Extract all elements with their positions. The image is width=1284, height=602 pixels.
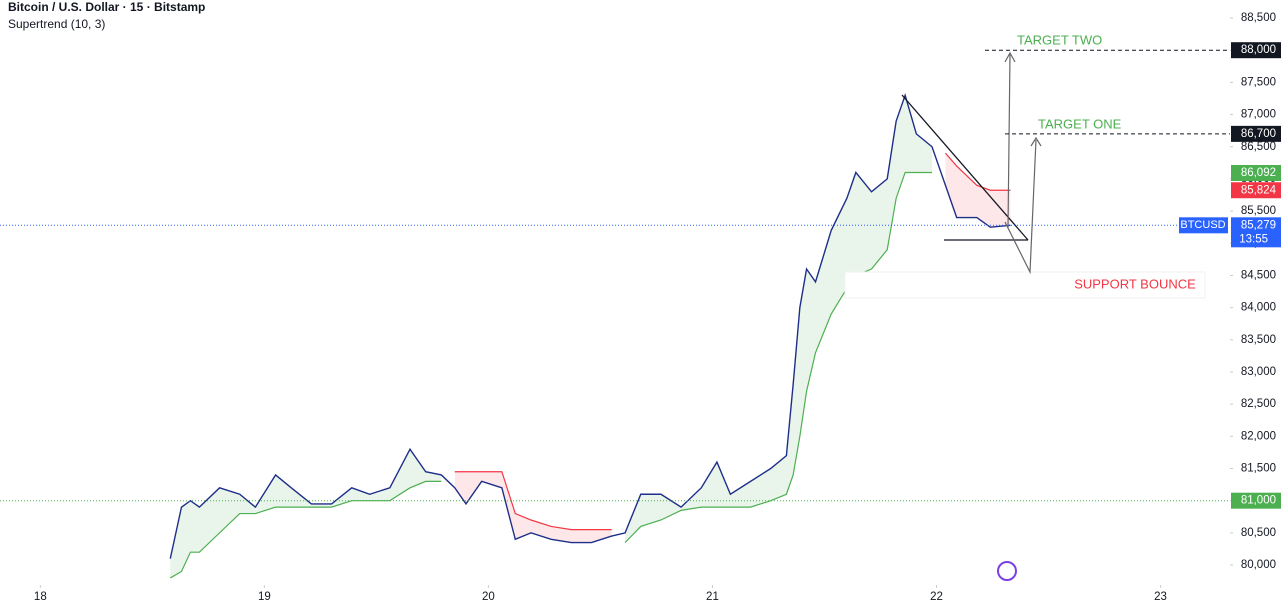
price-badge xyxy=(1231,125,1281,142)
y-tick-label: 82,000 xyxy=(1241,430,1276,442)
x-tick-label: 23 xyxy=(1154,591,1167,602)
y-tick-label: 87,000 xyxy=(1241,109,1276,121)
target-label: TARGET ONE xyxy=(1038,116,1122,131)
target-label: TARGET TWO xyxy=(1017,33,1102,48)
y-tick-label: 80,500 xyxy=(1241,527,1276,539)
price-badge-label: 85,279 xyxy=(1241,219,1276,231)
y-tick-label: 84,500 xyxy=(1241,269,1276,281)
x-tick-label: 21 xyxy=(706,591,719,602)
chart-title: Bitcoin / U.S. Dollar · 15 · Bitstamp xyxy=(8,0,205,14)
support-box xyxy=(844,271,1206,299)
y-tick-label: 85,500 xyxy=(1241,205,1276,217)
price-badge xyxy=(1231,492,1281,509)
arrow-head xyxy=(1004,51,1016,63)
price-badge-label: 85,824 xyxy=(1241,184,1277,196)
y-tick-label: 82,500 xyxy=(1241,398,1276,410)
y-tick-label: 80,000 xyxy=(1241,559,1276,571)
x-tick-label: 19 xyxy=(258,591,271,602)
y-tick-label: 84,000 xyxy=(1241,302,1276,314)
arrows xyxy=(1004,51,1042,275)
price-badge-label: 86,700 xyxy=(1241,128,1276,140)
logo xyxy=(997,561,1017,581)
price-badge xyxy=(1231,42,1281,59)
price-badge xyxy=(1231,217,1281,248)
plot xyxy=(169,92,1011,579)
price-line xyxy=(169,92,1011,559)
countdown-label: 13:55 xyxy=(1239,233,1268,245)
trend-fill xyxy=(170,449,442,578)
trend-line xyxy=(901,94,1029,241)
y-tick-label: 86,500 xyxy=(1241,141,1276,153)
x-tick-label: 22 xyxy=(930,591,943,602)
supertrend-line xyxy=(169,171,933,579)
x-tick-label: 18 xyxy=(34,591,47,602)
y-tick-label: 88,500 xyxy=(1241,12,1276,24)
price-badge-label: 81,000 xyxy=(1241,495,1276,507)
symbol-label: BTCUSD xyxy=(1180,219,1225,231)
arrow-head xyxy=(1030,136,1042,147)
symbol-badge xyxy=(1179,217,1228,234)
trend-fill xyxy=(625,95,933,543)
price-badge xyxy=(1231,182,1281,199)
y-tick-label: 83,000 xyxy=(1241,366,1276,378)
supertrend-line xyxy=(454,152,1011,531)
arrow xyxy=(1004,139,1037,275)
price-badge xyxy=(1231,164,1281,181)
chart-subtitle: Supertrend (10, 3) xyxy=(8,17,105,31)
x-tick-label: 20 xyxy=(482,591,495,602)
price-badge-label: 86,092 xyxy=(1241,167,1276,179)
price-badge-label: 88,000 xyxy=(1241,44,1276,56)
arrow xyxy=(1007,53,1011,229)
y-tick-label: 87,500 xyxy=(1241,76,1276,88)
y-tick-label: 83,500 xyxy=(1241,334,1276,346)
trend-fill xyxy=(454,471,612,543)
y-tick-label: 81,500 xyxy=(1241,463,1276,475)
support-label: SUPPORT BOUNCE xyxy=(1074,276,1196,291)
